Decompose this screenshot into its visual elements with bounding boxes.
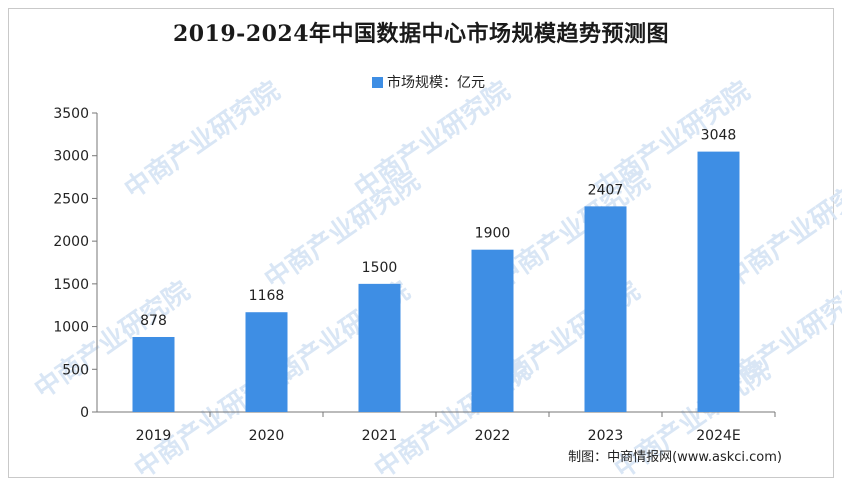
y-tick-label: 3500 bbox=[53, 106, 89, 122]
bar bbox=[132, 336, 175, 412]
data-label: 1500 bbox=[362, 260, 398, 276]
y-tick-label: 1000 bbox=[53, 320, 89, 336]
data-label: 878 bbox=[140, 313, 167, 329]
y-tick-label: 3000 bbox=[53, 149, 89, 165]
bar bbox=[245, 312, 288, 412]
y-tick-label: 2500 bbox=[53, 191, 89, 207]
x-tick-label: 2022 bbox=[475, 428, 511, 444]
chart-title: 2019-2024年中国数据中心市场规模趋势预测图 bbox=[172, 21, 670, 47]
x-tick-label: 2019 bbox=[136, 428, 172, 444]
x-tick-label: 2023 bbox=[588, 428, 624, 444]
bar bbox=[697, 151, 740, 412]
y-tick-label: 1500 bbox=[53, 277, 89, 293]
legend-label: 市场规模：亿元 bbox=[387, 75, 485, 91]
bar bbox=[358, 283, 401, 412]
legend: 市场规模：亿元 bbox=[372, 72, 485, 92]
data-label: 2407 bbox=[588, 182, 624, 198]
source-note: 制图：中商情报网(www.askci.com) bbox=[568, 450, 782, 465]
data-label: 1168 bbox=[249, 288, 285, 304]
y-tick-label: 2000 bbox=[53, 234, 89, 250]
x-tick-label: 2021 bbox=[362, 428, 398, 444]
data-label: 1900 bbox=[475, 226, 511, 242]
bar bbox=[584, 206, 627, 412]
bar bbox=[471, 249, 514, 412]
legend-swatch bbox=[372, 76, 383, 88]
x-tick-label: 2020 bbox=[249, 428, 285, 444]
y-tick-label: 0 bbox=[80, 405, 89, 421]
data-label: 3048 bbox=[701, 128, 737, 144]
y-tick-label: 500 bbox=[62, 362, 89, 378]
x-tick-label: 2024E bbox=[696, 428, 740, 444]
